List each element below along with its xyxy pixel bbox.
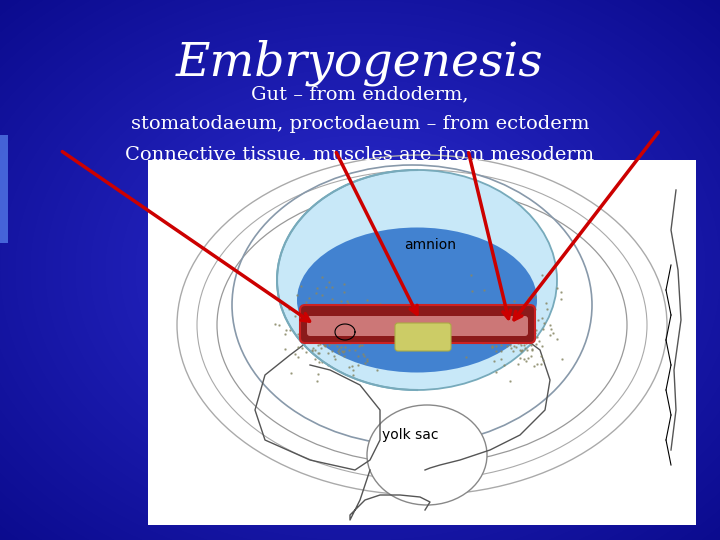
Ellipse shape: [367, 405, 487, 505]
Bar: [148, 160, 696, 525]
Text: Connective tissue, muscles are from mesoderm: Connective tissue, muscles are from meso…: [125, 145, 595, 163]
Text: Gut – from endoderm,: Gut – from endoderm,: [251, 85, 469, 103]
FancyBboxPatch shape: [307, 316, 528, 336]
Polygon shape: [0, 135, 8, 243]
FancyBboxPatch shape: [395, 323, 451, 351]
Ellipse shape: [297, 227, 537, 373]
Text: stomatodaeum, proctodaeum – from ectoderm: stomatodaeum, proctodaeum – from ectoder…: [131, 115, 589, 133]
FancyBboxPatch shape: [300, 305, 535, 343]
Text: amnion: amnion: [404, 238, 456, 252]
Text: Embryogenesis: Embryogenesis: [176, 40, 544, 86]
Ellipse shape: [277, 170, 557, 390]
Text: yolk sac: yolk sac: [382, 428, 438, 442]
